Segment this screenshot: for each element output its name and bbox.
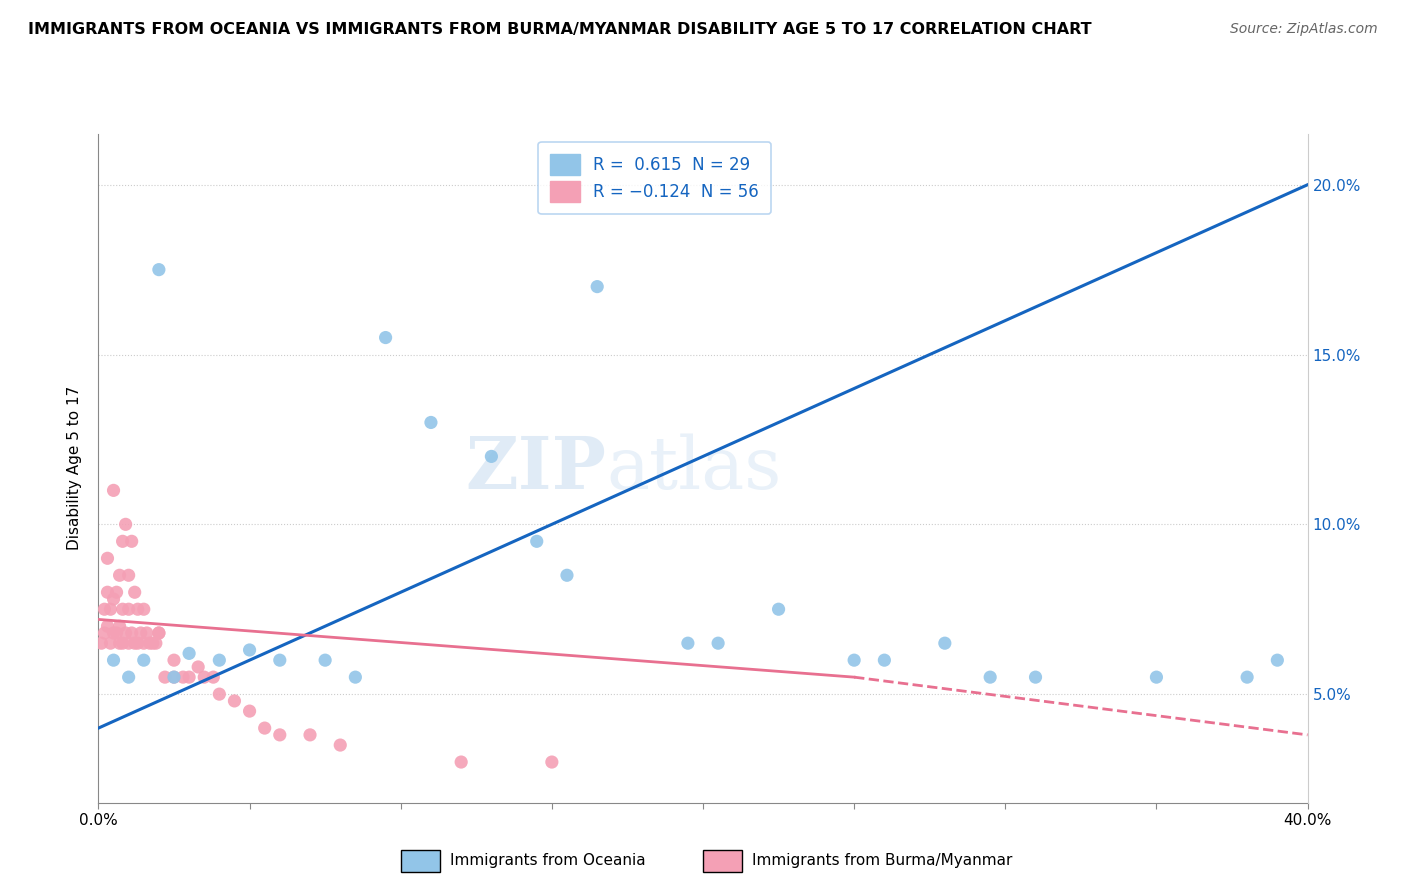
Point <box>127 636 149 650</box>
Point <box>148 626 170 640</box>
Point <box>111 534 134 549</box>
Point <box>269 728 291 742</box>
Point <box>103 653 125 667</box>
Point <box>934 636 956 650</box>
Point <box>481 450 503 464</box>
Point <box>1144 670 1167 684</box>
Point <box>676 636 699 650</box>
Point <box>253 721 276 735</box>
Point <box>132 653 155 667</box>
Point <box>269 653 291 667</box>
Point <box>208 653 231 667</box>
Point <box>239 704 262 718</box>
Point <box>96 585 118 599</box>
Legend: R =  0.615  N = 29, R = −0.124  N = 56: R = 0.615 N = 29, R = −0.124 N = 56 <box>538 142 770 214</box>
Point <box>374 330 396 344</box>
Point <box>202 670 225 684</box>
Point <box>145 636 167 650</box>
Point <box>132 602 155 616</box>
Point <box>103 592 125 607</box>
Point <box>555 568 578 582</box>
Point <box>873 653 896 667</box>
Point <box>329 738 352 752</box>
Point <box>179 670 201 684</box>
Y-axis label: Disability Age 5 to 17: Disability Age 5 to 17 <box>67 386 83 550</box>
Point <box>172 670 194 684</box>
Point <box>114 626 136 640</box>
Point <box>118 568 141 582</box>
Point <box>103 626 125 640</box>
Point <box>239 643 262 657</box>
Point <box>108 568 131 582</box>
Text: Source: ZipAtlas.com: Source: ZipAtlas.com <box>1230 22 1378 37</box>
Point <box>208 687 231 701</box>
Point <box>540 755 562 769</box>
Point <box>1024 670 1046 684</box>
Point <box>124 636 146 650</box>
Point <box>96 551 118 566</box>
Point <box>118 636 141 650</box>
Point <box>90 636 112 650</box>
Point <box>299 728 322 742</box>
Text: Immigrants from Oceania: Immigrants from Oceania <box>450 854 645 868</box>
Point <box>979 670 1001 684</box>
Point <box>163 653 186 667</box>
Text: atlas: atlas <box>606 433 782 504</box>
Point <box>105 585 128 599</box>
Text: Immigrants from Burma/Myanmar: Immigrants from Burma/Myanmar <box>752 854 1012 868</box>
Point <box>299 42 322 56</box>
Point <box>224 694 246 708</box>
Text: IMMIGRANTS FROM OCEANIA VS IMMIGRANTS FROM BURMA/MYANMAR DISABILITY AGE 5 TO 17 : IMMIGRANTS FROM OCEANIA VS IMMIGRANTS FR… <box>28 22 1091 37</box>
Point <box>100 602 122 616</box>
Point <box>187 660 209 674</box>
Point <box>103 483 125 498</box>
Point <box>142 636 165 650</box>
Point <box>111 602 134 616</box>
Point <box>108 636 131 650</box>
Point <box>148 626 170 640</box>
Point <box>127 602 149 616</box>
Point <box>148 262 170 277</box>
Point <box>96 619 118 633</box>
Text: ZIP: ZIP <box>465 433 606 504</box>
Point <box>163 670 186 684</box>
Point <box>93 602 115 616</box>
Point <box>163 670 186 684</box>
Point <box>179 646 201 660</box>
Point <box>121 626 143 640</box>
Point <box>132 636 155 650</box>
Point <box>526 534 548 549</box>
Point <box>1267 653 1289 667</box>
Point <box>707 636 730 650</box>
Point <box>450 755 472 769</box>
Point <box>586 279 609 293</box>
Point <box>1236 670 1258 684</box>
Point <box>344 670 367 684</box>
Point <box>193 670 215 684</box>
Point <box>118 670 141 684</box>
Point <box>124 585 146 599</box>
Point <box>108 619 131 633</box>
Point <box>105 626 128 640</box>
Point <box>139 636 162 650</box>
Point <box>768 602 790 616</box>
Point <box>420 416 443 430</box>
Point <box>844 653 866 667</box>
Point <box>118 602 141 616</box>
Point <box>111 636 134 650</box>
Point <box>129 626 152 640</box>
Point <box>114 517 136 532</box>
Point <box>100 636 122 650</box>
Point <box>121 534 143 549</box>
Point <box>153 670 176 684</box>
Point <box>314 653 336 667</box>
Point <box>93 626 115 640</box>
Point <box>135 626 157 640</box>
